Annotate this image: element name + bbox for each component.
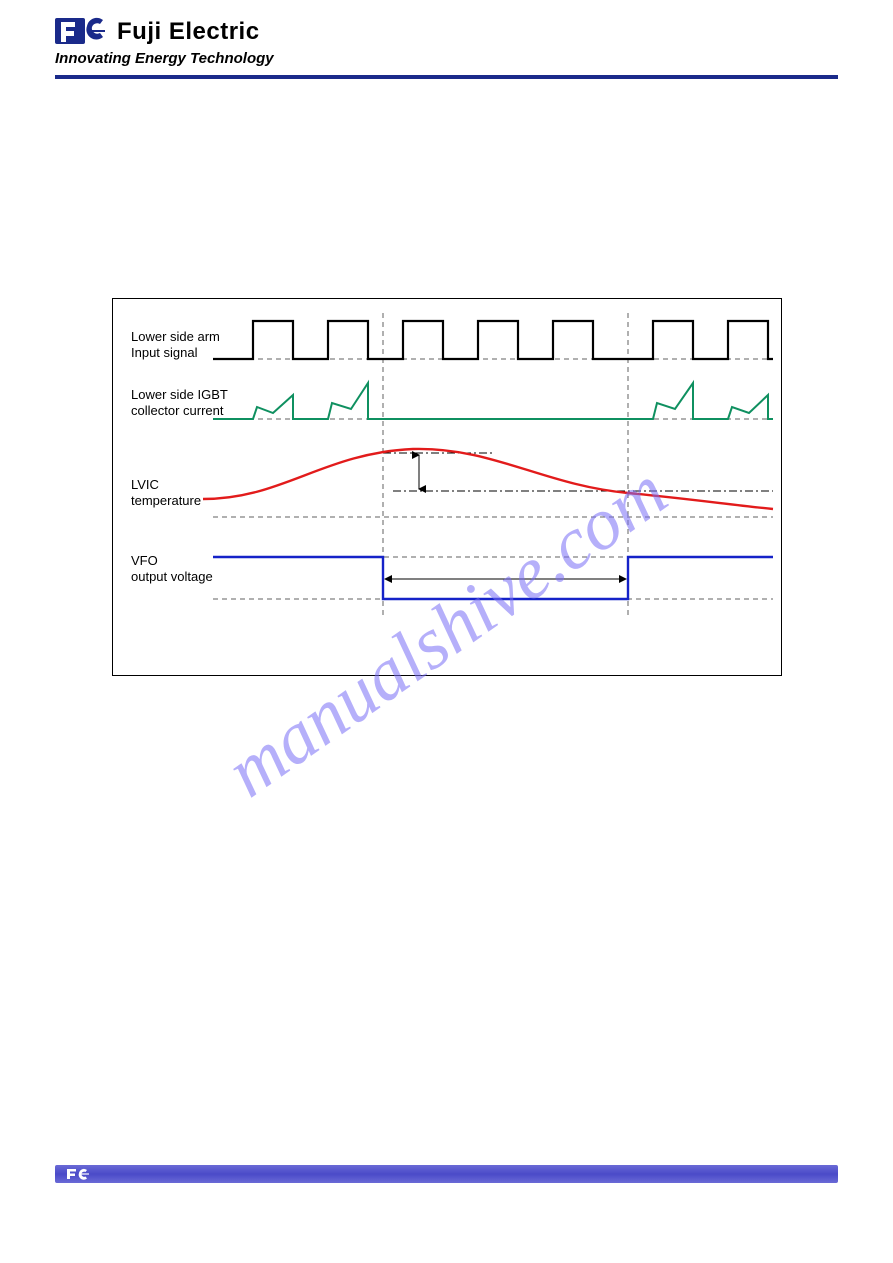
footer-bar: [55, 1165, 838, 1183]
page-header: Fuji Electric Innovating Energy Technolo…: [55, 16, 838, 79]
brand-name: Fuji Electric: [117, 18, 260, 46]
header-divider: [55, 75, 838, 79]
brand-tagline: Innovating Energy Technology: [55, 50, 838, 67]
footer-logo-icon: [65, 1167, 93, 1181]
label-lvic-temperature: LVIC temperature: [131, 477, 201, 510]
brand-row: Fuji Electric: [55, 16, 838, 48]
timing-diagram: Lower side arm Input signal Lower side I…: [112, 298, 782, 676]
label-input-signal: Lower side arm Input signal: [131, 329, 220, 362]
label-collector-current: Lower side IGBT collector current: [131, 387, 228, 420]
label-vfo-output: VFO output voltage: [131, 553, 213, 586]
brand-logo-icon: [55, 16, 109, 48]
